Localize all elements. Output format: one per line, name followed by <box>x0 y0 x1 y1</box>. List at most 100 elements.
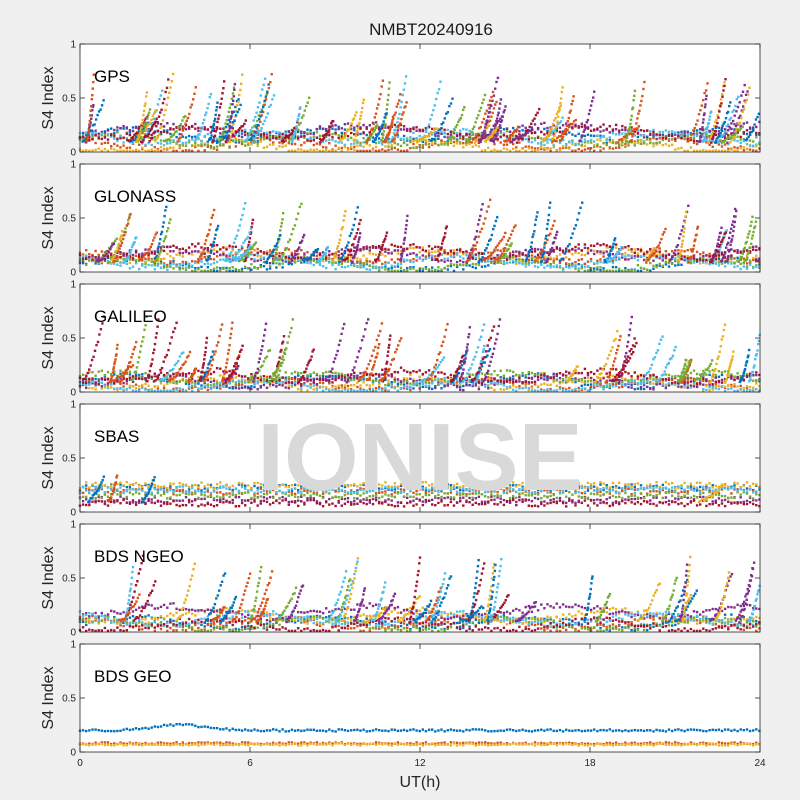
data-point <box>154 233 157 236</box>
data-point <box>250 257 253 261</box>
data-point <box>465 138 468 141</box>
data-point <box>318 260 321 263</box>
data-point <box>462 251 465 254</box>
data-point <box>239 88 242 92</box>
data-point <box>178 128 181 131</box>
data-point <box>727 254 730 258</box>
data-point <box>354 138 357 141</box>
data-point <box>477 261 480 264</box>
data-point <box>621 124 624 128</box>
data-point <box>327 130 330 133</box>
data-point <box>502 255 505 259</box>
data-point <box>482 252 486 255</box>
data-point <box>661 259 664 262</box>
data-point <box>748 86 751 89</box>
data-point <box>287 256 290 259</box>
data-point <box>446 132 449 136</box>
data-point <box>263 119 266 122</box>
data-point <box>559 134 562 138</box>
data-point <box>240 129 244 132</box>
data-point <box>242 207 245 211</box>
data-point <box>161 89 164 92</box>
data-point <box>508 237 511 240</box>
data-point <box>508 130 512 134</box>
data-point <box>723 128 727 131</box>
data-point <box>181 251 184 255</box>
data-point <box>243 239 247 242</box>
data-point <box>476 132 479 136</box>
data-point <box>733 135 736 138</box>
data-point <box>249 131 253 134</box>
data-point <box>639 134 643 137</box>
data-point <box>493 250 496 253</box>
data-point <box>303 261 306 264</box>
data-point <box>695 260 699 263</box>
data-point <box>459 259 462 262</box>
data-point <box>424 267 428 270</box>
data-point <box>334 128 337 131</box>
data-point <box>168 221 171 225</box>
data-point <box>758 257 761 260</box>
data-point <box>141 142 144 145</box>
data-point <box>614 128 618 131</box>
data-point <box>577 243 580 246</box>
data-point <box>477 134 481 137</box>
data-point <box>240 267 244 271</box>
data-point <box>405 224 408 227</box>
data-point <box>399 137 403 141</box>
data-point <box>642 254 646 258</box>
data-point <box>508 139 512 142</box>
data-point <box>125 137 128 140</box>
data-point <box>260 114 263 117</box>
data-point <box>268 134 272 137</box>
data-point <box>465 143 468 147</box>
data-point <box>549 248 552 251</box>
data-point <box>565 256 568 259</box>
data-point <box>147 255 150 258</box>
data-point <box>259 254 262 258</box>
data-point <box>611 139 615 142</box>
data-point <box>387 137 390 140</box>
data-point <box>565 249 568 252</box>
data-point <box>248 237 252 240</box>
data-point <box>715 118 718 122</box>
data-point <box>720 252 724 255</box>
data-point <box>216 101 219 104</box>
data-point <box>254 124 257 127</box>
data-point <box>222 251 225 254</box>
data-point <box>618 269 621 272</box>
data-point <box>122 127 125 130</box>
data-point <box>293 132 296 135</box>
data-point <box>459 137 462 140</box>
data-point <box>742 138 745 141</box>
data-point <box>128 131 132 134</box>
data-point <box>122 230 126 234</box>
data-point <box>325 129 328 133</box>
data-point <box>232 110 236 113</box>
data-point <box>602 250 605 253</box>
data-point <box>568 264 571 267</box>
data-point <box>496 76 500 80</box>
data-point <box>720 128 723 131</box>
data-point <box>242 241 245 245</box>
data-point <box>152 117 155 120</box>
data-point <box>740 94 743 97</box>
data-point <box>266 90 269 93</box>
data-point <box>199 130 202 133</box>
data-point <box>290 134 294 137</box>
data-point <box>253 249 256 252</box>
data-point <box>552 261 555 264</box>
data-point <box>571 253 574 256</box>
data-point <box>284 130 287 133</box>
data-point <box>209 136 213 140</box>
data-point <box>418 256 421 259</box>
data-point <box>122 149 125 153</box>
data-point <box>358 236 361 239</box>
data-point <box>271 250 275 254</box>
data-point <box>259 140 262 143</box>
data-point <box>480 137 484 140</box>
data-point <box>421 129 424 133</box>
data-point <box>147 263 150 267</box>
data-point <box>758 265 761 268</box>
data-point <box>179 136 182 139</box>
